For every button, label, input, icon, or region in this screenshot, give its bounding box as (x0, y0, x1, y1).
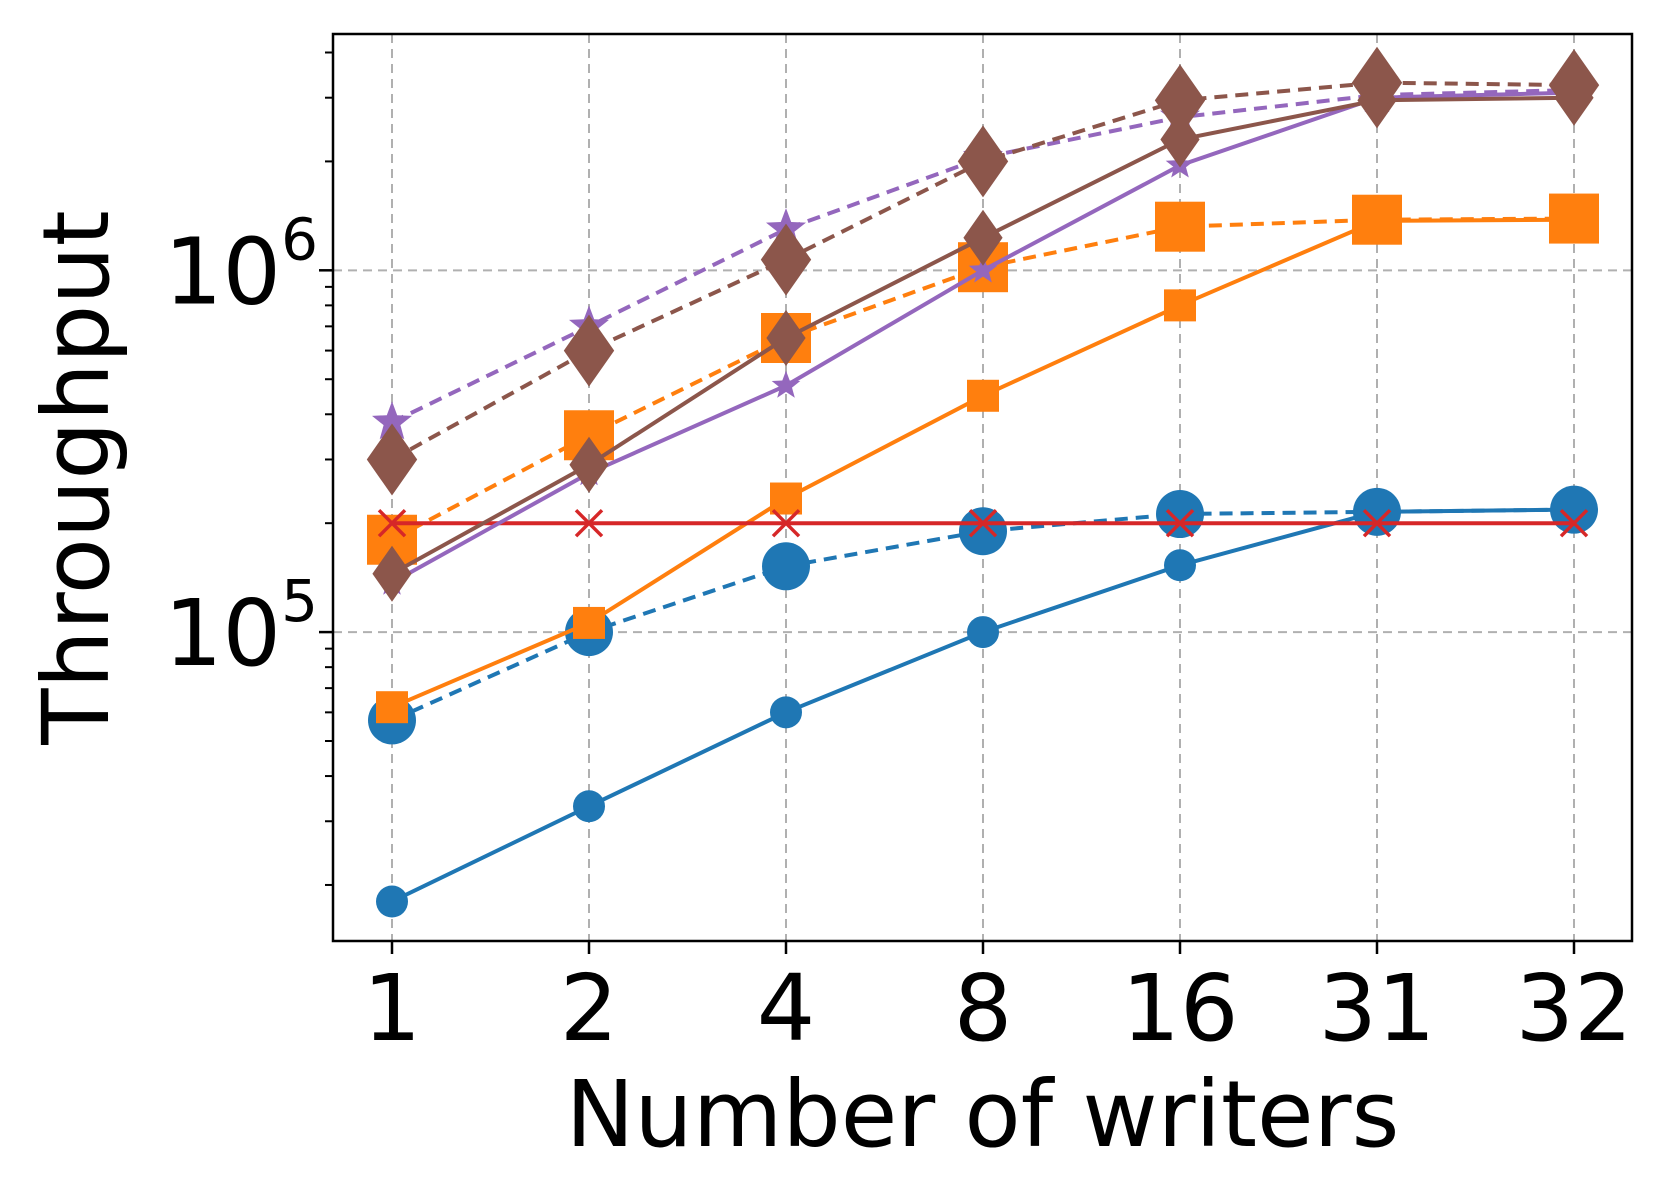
data-point (1156, 490, 1204, 539)
data-point (376, 691, 408, 724)
series-5 (377, 508, 1589, 538)
data-point (1352, 194, 1402, 245)
data-point (1160, 111, 1200, 168)
data-point (1353, 487, 1401, 536)
data-point (766, 309, 806, 366)
data-point (1155, 201, 1205, 252)
data-point (1549, 193, 1599, 244)
data-point (967, 616, 999, 649)
data-point (760, 223, 812, 296)
data-point (1559, 508, 1589, 538)
data-point (1164, 289, 1196, 322)
data-point (1165, 508, 1195, 538)
data-point (967, 379, 999, 412)
data-point (968, 255, 998, 283)
data-point (372, 545, 412, 602)
x-tick-label: 8 (954, 955, 1013, 1062)
x-tick-label: 31 (1318, 955, 1435, 1062)
data-point (573, 606, 605, 639)
data-point (968, 508, 998, 538)
x-axis-label: Number of writers (566, 1061, 1400, 1168)
y-tick-label: 106 (164, 205, 318, 325)
data-point (377, 508, 407, 538)
series-1 (376, 493, 1590, 918)
data-point (770, 696, 802, 729)
data-point (372, 401, 412, 440)
data-point (1154, 64, 1206, 137)
y-tick-base: 10 (164, 580, 281, 687)
y-tick-exponent: 5 (281, 567, 318, 635)
data-point (563, 314, 615, 387)
x-tick-label: 2 (560, 955, 619, 1062)
series-group (366, 46, 1600, 918)
x-tick-label: 32 (1515, 955, 1632, 1062)
x-tick-label: 4 (757, 955, 816, 1062)
series-9 (366, 46, 1600, 496)
y-tick-exponent: 6 (281, 205, 318, 273)
data-point (770, 482, 802, 515)
x-tick-label: 1 (363, 955, 422, 1062)
data-point (959, 507, 1007, 556)
data-point (573, 790, 605, 823)
data-point (963, 209, 1003, 266)
x-axis: 1 2 4 8 16 31 32 (363, 941, 1633, 1062)
data-point (771, 508, 801, 538)
data-point (771, 370, 801, 398)
data-point (376, 885, 408, 918)
y-tick-label: 105 (164, 567, 318, 687)
data-point (1164, 549, 1196, 582)
data-point (1548, 49, 1600, 122)
series-line (391, 507, 1575, 904)
x-tick-label: 16 (1121, 955, 1238, 1062)
data-point (957, 125, 1009, 198)
data-point (1550, 485, 1598, 534)
y-axis-label: Throughput (23, 210, 130, 745)
data-point (569, 436, 609, 493)
data-point (762, 542, 810, 591)
data-point (1351, 46, 1403, 119)
data-point (366, 423, 418, 496)
data-point (574, 508, 604, 538)
y-tick-base: 10 (164, 218, 281, 325)
data-point (1362, 508, 1392, 538)
